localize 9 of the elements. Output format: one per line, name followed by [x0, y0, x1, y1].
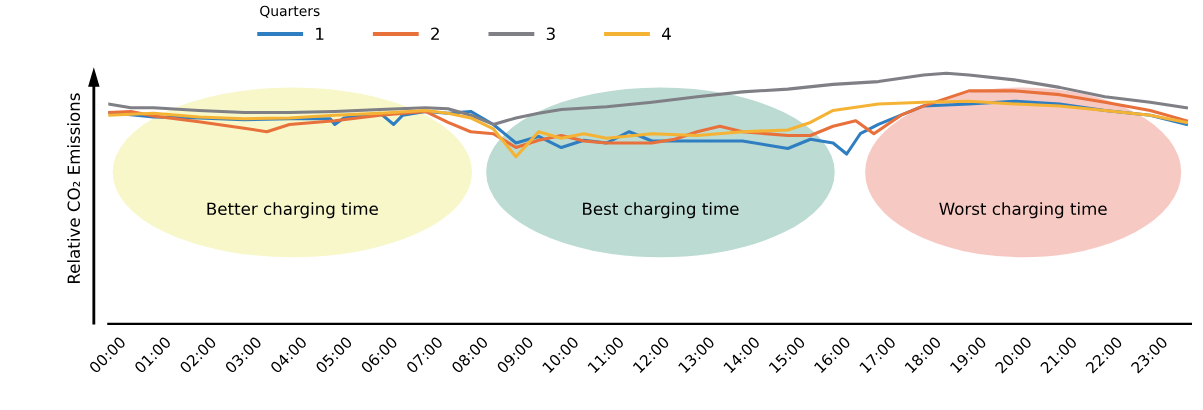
annotation: Worst charging time: [939, 202, 1107, 219]
legend-title: Quarters: [260, 5, 320, 18]
annotation: Better charging time: [207, 202, 378, 219]
y-axis-title: Relative CO₂ Emissions: [67, 93, 81, 283]
legend-label: 4: [661, 27, 671, 40]
legend-label: 1: [316, 27, 324, 40]
legend-label: 2: [431, 27, 439, 40]
legend-label: 3: [546, 27, 555, 41]
annotation: Best charging time: [583, 202, 739, 219]
